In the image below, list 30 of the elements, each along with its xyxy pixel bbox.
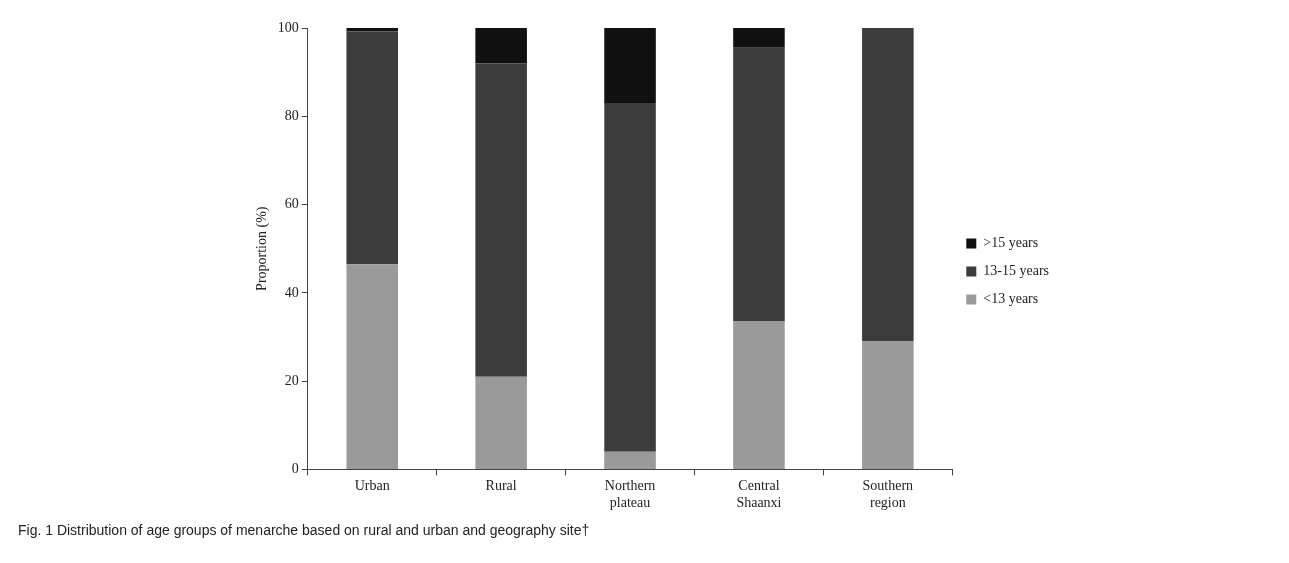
legend-label: <13 years [983, 291, 1039, 307]
bar [862, 341, 914, 469]
bar [604, 103, 656, 452]
bar [346, 31, 399, 265]
x-tick-label: Southern region [862, 478, 914, 511]
bar [346, 264, 399, 469]
y-tick-label: 40 [284, 284, 299, 300]
bar [475, 376, 527, 469]
y-tick-label: 100 [277, 19, 299, 35]
bar [733, 47, 785, 322]
y-tick-label: 20 [284, 372, 299, 388]
bar [475, 63, 527, 377]
bar [475, 28, 527, 64]
bar [346, 28, 399, 32]
y-tick-label: 80 [284, 107, 299, 123]
bar [604, 451, 656, 469]
bar [733, 321, 785, 469]
x-tick-label: Rural [485, 478, 517, 494]
x-tick-label: Urban [354, 478, 390, 494]
bar [604, 28, 656, 104]
y-tick-label: 60 [284, 196, 299, 212]
bar [862, 28, 914, 342]
caption: Fig. 1 Distribution of age groups of menarche based on rural and urban and geography site† [18, 522, 590, 538]
legend-label: >15 years [983, 235, 1039, 251]
bar [733, 28, 785, 48]
legend-label: 13-15 years [983, 263, 1049, 279]
y-axis-title: Proportion (%) [254, 206, 271, 291]
x-tick-label: Central Shaanxi [736, 478, 782, 511]
x-tick-label: Northern plateau [604, 478, 656, 511]
y-tick-label: 0 [291, 461, 299, 477]
